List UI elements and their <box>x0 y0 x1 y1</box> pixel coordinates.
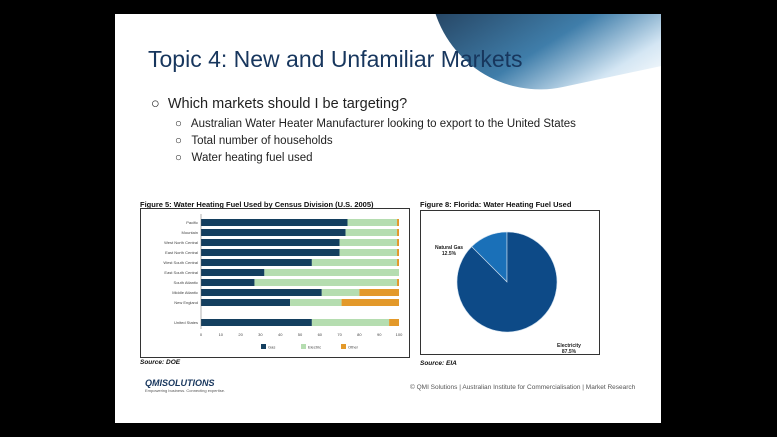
bar-electric <box>321 289 360 296</box>
category-label: South Atlantic <box>174 280 198 285</box>
category-label: United States <box>174 320 198 325</box>
bar-chart-frame: Pacific Mountain West North Central East No… <box>140 208 410 358</box>
bar-gas <box>201 229 346 236</box>
category-label: Pacific <box>186 220 198 225</box>
x-tick-label: 100 <box>396 332 403 337</box>
bar-other <box>397 279 399 286</box>
pie-chart-source: Source: EIA <box>420 360 457 367</box>
bar-gas <box>201 289 322 296</box>
legend-swatch <box>341 344 346 349</box>
pie-slice-electricity <box>456 231 558 333</box>
bar-electric <box>290 299 342 306</box>
bullet-main-text: Which markets should I be targeting? <box>167 96 408 112</box>
x-tick-label: 30 <box>258 332 263 337</box>
pie-label-value: 87.5% <box>562 349 577 354</box>
bar-electric <box>254 279 398 286</box>
x-tick-label: 80 <box>357 332 362 337</box>
x-tick-label: 0 <box>200 332 203 337</box>
bar-gas <box>201 249 340 256</box>
legend-label: Electric <box>308 345 321 350</box>
pie-label-name: Electricity <box>557 343 581 349</box>
x-tick-label: 60 <box>318 332 323 337</box>
bullet-main: ○ Which markets should I be targeting? <box>151 96 408 112</box>
bar-electric <box>345 229 398 236</box>
category-label: West North Central <box>164 240 198 245</box>
bar-electric <box>339 249 398 256</box>
bar-other <box>397 229 399 236</box>
legend-swatch <box>261 344 266 349</box>
bar-other <box>397 259 399 266</box>
bullet-sub-text: Water heating fuel used <box>191 152 313 164</box>
legend-swatch <box>301 344 306 349</box>
category-label: East South Central <box>164 270 198 275</box>
bar-gas <box>201 279 255 286</box>
bar-gas <box>201 259 312 266</box>
bar-electric <box>347 219 398 226</box>
x-tick-label: 20 <box>238 332 243 337</box>
x-tick-label: 70 <box>337 332 342 337</box>
category-label: East North Central <box>165 250 198 255</box>
bar-other <box>397 219 399 226</box>
category-label: Mountain <box>182 230 198 235</box>
category-label: Middle Atlantic <box>172 290 198 295</box>
bar-gas <box>201 319 312 326</box>
bar-gas <box>201 269 265 276</box>
bar-gas <box>201 239 340 246</box>
bullet-sub-text: Australian Water Heater Manufacturer loo… <box>190 118 576 130</box>
slide: Topic 4: New and Unfamiliar Markets ○ Wh… <box>115 14 661 423</box>
bullet-sub: ○ Total number of households <box>175 135 333 147</box>
bar-other <box>341 299 399 306</box>
bar-gas <box>201 299 291 306</box>
pie-chart-frame: Natural Gas 12.5% Electricity 87.5% <box>420 210 600 355</box>
bar-electric <box>264 269 399 276</box>
bar-other <box>397 239 399 246</box>
logo-tagline: Empowering business. Connecting expertis… <box>145 388 226 393</box>
company-logo: QMISOLUTIONS <box>145 378 215 388</box>
slide-title: Topic 4: New and Unfamiliar Markets <box>148 46 523 72</box>
x-tick-label: 50 <box>298 332 303 337</box>
bullet-sub: ○ Australian Water Heater Manufacturer l… <box>175 118 576 130</box>
bar-chart: Pacific Mountain West North Central East No… <box>163 214 403 350</box>
category-label: New England <box>174 300 198 305</box>
x-tick-label: 90 <box>377 332 382 337</box>
bar-other <box>389 319 399 326</box>
legend-label: Other <box>348 345 359 350</box>
pie-label-name: Natural Gas <box>435 245 463 251</box>
bar-chart-title: Figure 5: Water Heating Fuel Used by Cen… <box>140 200 374 209</box>
bullet-sub-text: Total number of households <box>191 135 333 147</box>
pie-chart-title: Figure 8: Florida: Water Heating Fuel Us… <box>420 200 572 209</box>
category-label: West South Central <box>163 260 198 265</box>
bar-electric <box>311 319 390 326</box>
x-tick-label: 10 <box>219 332 224 337</box>
legend-label: Gas <box>268 345 275 350</box>
bar-electric <box>339 239 398 246</box>
bar-other <box>397 249 399 256</box>
bar-other <box>359 289 399 296</box>
bar-electric <box>311 259 398 266</box>
bar-gas <box>201 219 348 226</box>
x-tick-label: 40 <box>278 332 283 337</box>
pie-label-value: 12.5% <box>442 251 457 257</box>
footer-text: © QMI Solutions | Australian Institute f… <box>410 384 636 391</box>
bar-chart-source: Source: DOE <box>140 359 181 366</box>
bullet-sub: ○ Water heating fuel used <box>175 152 313 164</box>
